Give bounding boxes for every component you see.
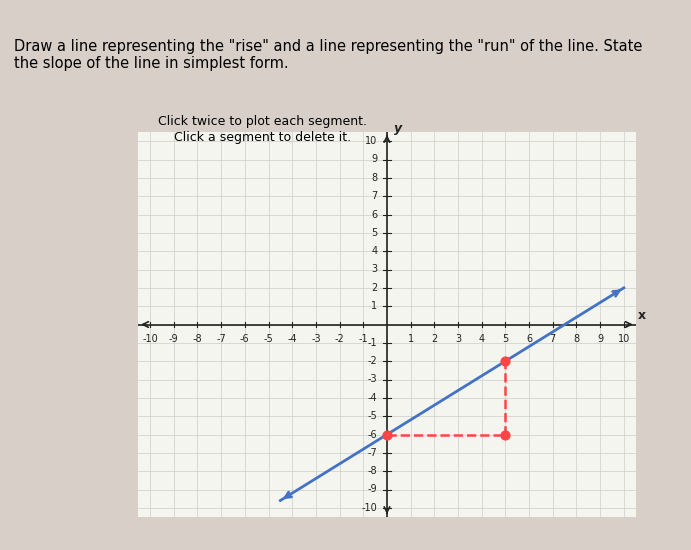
Text: -10: -10 <box>142 334 158 344</box>
Text: y: y <box>394 122 402 135</box>
Point <box>500 430 511 439</box>
Text: -7: -7 <box>216 334 226 344</box>
Point <box>500 357 511 366</box>
Text: 5: 5 <box>371 228 377 238</box>
Text: 3: 3 <box>371 265 377 274</box>
Text: Click twice to plot each segment.
Click a segment to delete it.: Click twice to plot each segment. Click … <box>158 116 367 144</box>
Text: 8: 8 <box>574 334 580 344</box>
Text: -10: -10 <box>361 503 377 513</box>
Text: 5: 5 <box>502 334 509 344</box>
Text: 9: 9 <box>597 334 603 344</box>
Text: 10: 10 <box>366 136 377 146</box>
Text: 4: 4 <box>479 334 485 344</box>
Text: -9: -9 <box>368 485 377 494</box>
Text: 6: 6 <box>526 334 532 344</box>
Text: 6: 6 <box>371 210 377 219</box>
Text: 4: 4 <box>371 246 377 256</box>
Text: 1: 1 <box>371 301 377 311</box>
Text: -1: -1 <box>359 334 368 344</box>
Text: -6: -6 <box>240 334 249 344</box>
Text: -1: -1 <box>368 338 377 348</box>
Text: -5: -5 <box>368 411 377 421</box>
Text: 8: 8 <box>371 173 377 183</box>
Text: -4: -4 <box>287 334 297 344</box>
Text: -8: -8 <box>368 466 377 476</box>
Text: -6: -6 <box>368 430 377 439</box>
Text: x: x <box>638 309 646 322</box>
Text: -9: -9 <box>169 334 178 344</box>
Text: -5: -5 <box>264 334 274 344</box>
Text: 9: 9 <box>371 155 377 164</box>
Point <box>381 430 392 439</box>
Text: -2: -2 <box>334 334 344 344</box>
Text: 7: 7 <box>371 191 377 201</box>
Text: 2: 2 <box>431 334 437 344</box>
Text: -8: -8 <box>193 334 202 344</box>
Text: Draw a line representing the "rise" and a line representing the "run" of the lin: Draw a line representing the "rise" and … <box>14 39 642 71</box>
Text: 3: 3 <box>455 334 461 344</box>
Text: -3: -3 <box>311 334 321 344</box>
Text: 2: 2 <box>371 283 377 293</box>
Text: -4: -4 <box>368 393 377 403</box>
Text: -3: -3 <box>368 375 377 384</box>
Text: -2: -2 <box>368 356 377 366</box>
Text: -7: -7 <box>368 448 377 458</box>
Text: 10: 10 <box>618 334 630 344</box>
Text: 1: 1 <box>408 334 414 344</box>
Text: 7: 7 <box>549 334 556 344</box>
